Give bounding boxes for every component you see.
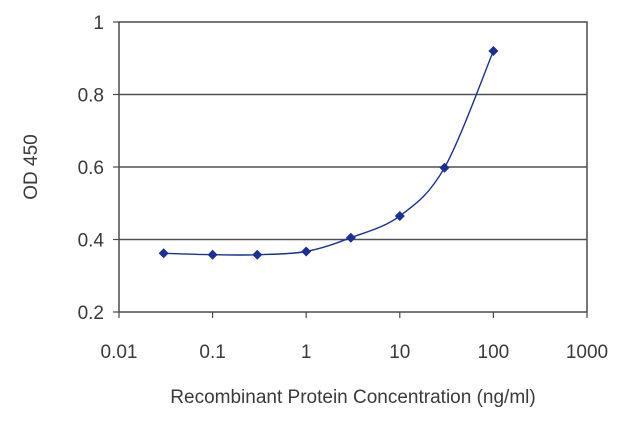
x-tick-label: 0.1 (199, 342, 225, 363)
data-point (345, 232, 356, 243)
data-point (488, 46, 499, 56)
series-line (163, 50, 495, 256)
y-tick-label: 0.8 (78, 86, 104, 107)
data-point (439, 162, 450, 173)
data-point (394, 210, 405, 221)
x-tick-label: 1000 (566, 342, 608, 363)
x-tick-label: 0.01 (101, 342, 138, 363)
x-tick-label: 1 (301, 342, 312, 363)
data-point (207, 249, 218, 260)
data-point (158, 248, 169, 259)
x-axis-title: Recombinant Protein Concentration (ng/ml… (170, 387, 535, 408)
y-tick-label: 1 (93, 13, 104, 34)
data-point (301, 246, 312, 257)
x-axis-ticks: 0.01 0.1 1 10 100 1000 (101, 312, 608, 363)
data-point (252, 249, 263, 260)
y-tick-label: 0.4 (78, 231, 105, 252)
x-tick-label: 100 (478, 342, 510, 363)
data-points (158, 46, 499, 260)
y-axis-ticks: 0.2 0.4 0.6 0.8 1 (78, 13, 119, 324)
x-tick-label: 10 (389, 342, 410, 363)
y-tick-label: 0.6 (78, 158, 104, 179)
y-axis-title: OD 450 (21, 134, 42, 199)
y-tick-label: 0.2 (78, 303, 104, 324)
